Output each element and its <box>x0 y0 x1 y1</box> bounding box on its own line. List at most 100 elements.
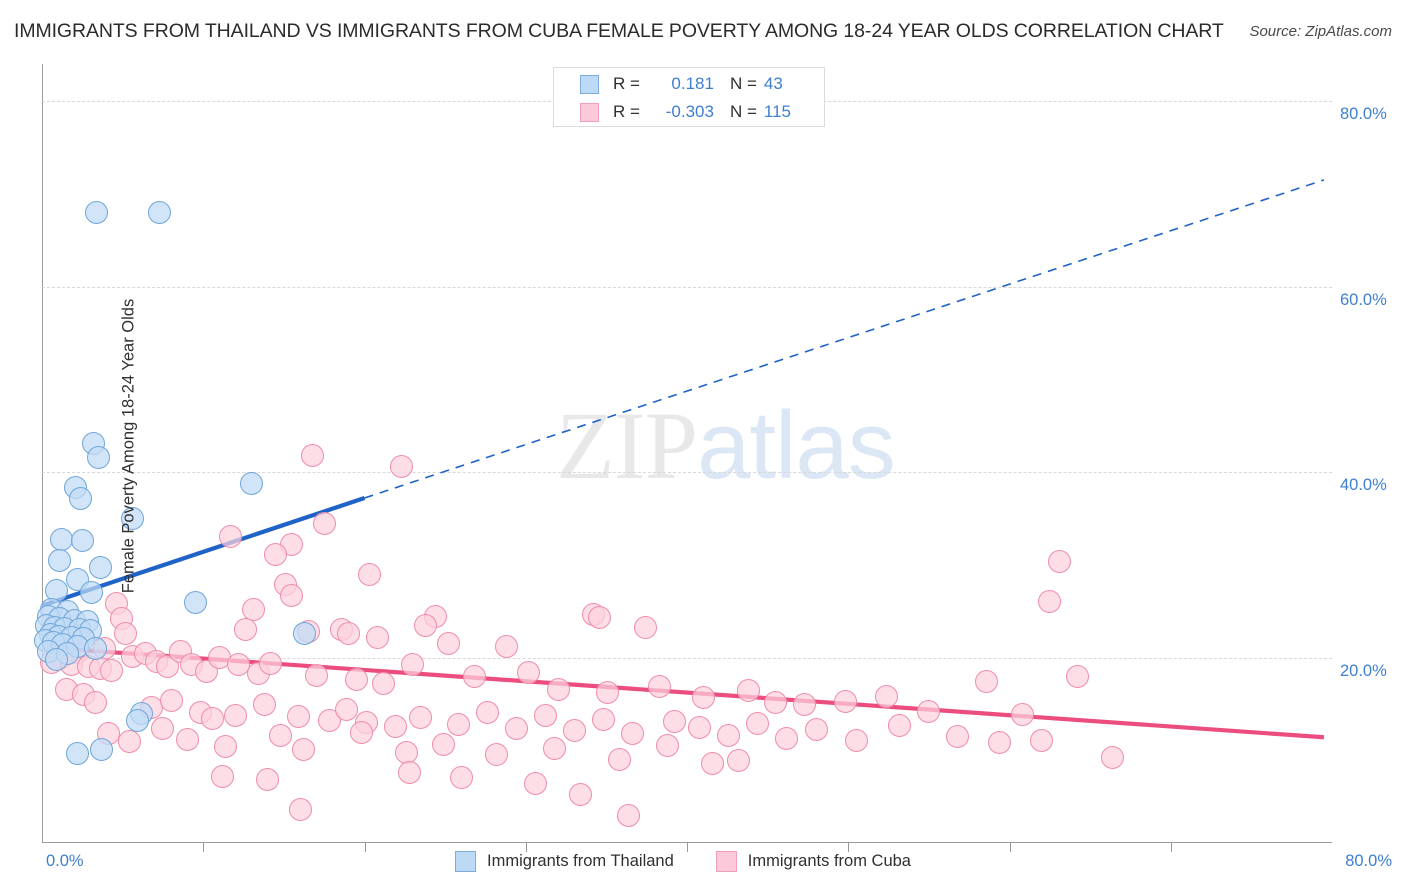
data-point-cuba[interactable] <box>372 671 396 695</box>
data-point-cuba[interactable] <box>656 734 680 758</box>
data-point-thailand[interactable] <box>83 636 107 660</box>
data-point-cuba[interactable] <box>409 706 433 730</box>
data-point-cuba[interactable] <box>543 736 567 760</box>
data-point-cuba[interactable] <box>475 700 499 724</box>
data-point-cuba[interactable] <box>301 443 325 467</box>
data-point-cuba[interactable] <box>449 765 473 789</box>
data-point-cuba[interactable] <box>317 709 341 733</box>
data-point-cuba[interactable] <box>175 727 199 751</box>
data-point-cuba[interactable] <box>988 731 1012 755</box>
data-point-thailand[interactable] <box>90 737 114 761</box>
data-point-cuba[interactable] <box>446 712 470 736</box>
data-point-cuba[interactable] <box>462 664 486 688</box>
data-point-thailand[interactable] <box>293 621 317 645</box>
data-point-cuba[interactable] <box>390 454 414 478</box>
data-point-thailand[interactable] <box>86 445 110 469</box>
legend-item-cuba[interactable]: Immigrants from Cuba <box>715 851 911 872</box>
data-point-cuba[interactable] <box>288 798 312 822</box>
data-point-cuba[interactable] <box>1047 549 1071 573</box>
data-point-cuba[interactable] <box>253 693 277 717</box>
data-point-cuba[interactable] <box>975 670 999 694</box>
data-point-cuba[interactable] <box>620 722 644 746</box>
data-point-cuba[interactable] <box>312 511 336 535</box>
data-point-cuba[interactable] <box>517 660 541 684</box>
data-point-cuba[interactable] <box>1010 702 1034 726</box>
data-point-cuba[interactable] <box>357 562 381 586</box>
data-point-cuba[interactable] <box>1101 746 1125 770</box>
data-point-cuba[interactable] <box>717 723 741 747</box>
data-point-cuba[interactable] <box>256 768 280 792</box>
data-point-cuba[interactable] <box>1038 590 1062 614</box>
data-point-cuba[interactable] <box>775 726 799 750</box>
data-point-cuba[interactable] <box>764 691 788 715</box>
data-point-cuba[interactable] <box>1065 665 1089 689</box>
data-point-thailand[interactable] <box>45 647 68 671</box>
data-point-cuba[interactable] <box>401 652 425 676</box>
data-point-cuba[interactable] <box>394 740 418 764</box>
data-point-thailand[interactable] <box>148 200 172 224</box>
data-point-thailand[interactable] <box>240 471 264 495</box>
data-point-cuba[interactable] <box>211 764 235 788</box>
data-point-cuba[interactable] <box>727 748 751 772</box>
data-point-cuba[interactable] <box>648 674 672 698</box>
data-point-cuba[interactable] <box>219 525 243 549</box>
data-point-cuba[interactable] <box>691 685 715 709</box>
data-point-cuba[interactable] <box>335 697 359 721</box>
data-point-cuba[interactable] <box>523 772 547 796</box>
data-point-thailand[interactable] <box>49 528 73 552</box>
data-point-cuba[interactable] <box>688 715 712 739</box>
data-point-cuba[interactable] <box>569 783 593 807</box>
data-point-cuba[interactable] <box>398 761 422 785</box>
data-point-cuba[interactable] <box>562 719 586 743</box>
data-point-cuba[interactable] <box>336 621 360 645</box>
data-point-cuba[interactable] <box>546 677 570 701</box>
data-point-cuba[interactable] <box>596 681 620 705</box>
data-point-cuba[interactable] <box>946 724 970 748</box>
data-point-cuba[interactable] <box>280 583 304 607</box>
data-point-thailand[interactable] <box>183 591 207 615</box>
data-point-cuba[interactable] <box>662 710 686 733</box>
data-point-cuba[interactable] <box>264 543 288 567</box>
data-point-cuba[interactable] <box>383 714 407 738</box>
data-point-cuba[interactable] <box>201 707 225 731</box>
data-point-thailand[interactable] <box>65 742 89 766</box>
data-point-thailand[interactable] <box>70 529 94 553</box>
data-point-cuba[interactable] <box>917 699 941 723</box>
data-point-cuba[interactable] <box>224 703 247 727</box>
data-point-thailand[interactable] <box>120 506 144 530</box>
data-point-thailand[interactable] <box>88 556 112 580</box>
data-point-cuba[interactable] <box>494 634 518 658</box>
data-point-thailand[interactable] <box>69 487 93 511</box>
data-point-cuba[interactable] <box>83 690 107 714</box>
data-point-cuba[interactable] <box>269 723 293 747</box>
data-point-cuba[interactable] <box>436 632 460 656</box>
data-point-cuba[interactable] <box>114 621 138 645</box>
data-point-cuba[interactable] <box>736 679 760 703</box>
legend-item-thailand[interactable]: Immigrants from Thailand <box>455 851 674 872</box>
data-point-cuba[interactable] <box>804 718 828 742</box>
data-point-cuba[interactable] <box>349 721 373 745</box>
data-point-cuba[interactable] <box>432 733 455 757</box>
data-point-cuba[interactable] <box>833 689 857 713</box>
data-point-cuba[interactable] <box>746 711 770 735</box>
data-point-cuba[interactable] <box>344 668 368 692</box>
data-point-cuba[interactable] <box>259 651 283 675</box>
data-point-cuba[interactable] <box>365 625 389 649</box>
data-point-cuba[interactable] <box>304 663 328 687</box>
data-point-cuba[interactable] <box>844 729 868 753</box>
data-point-cuba[interactable] <box>117 730 141 754</box>
data-point-cuba[interactable] <box>888 713 912 737</box>
data-point-thailand[interactable] <box>85 200 109 224</box>
data-point-cuba[interactable] <box>291 737 315 761</box>
data-point-cuba[interactable] <box>793 693 817 717</box>
data-point-cuba[interactable] <box>99 659 123 682</box>
data-point-cuba[interactable] <box>588 606 612 630</box>
data-point-cuba[interactable] <box>701 751 725 775</box>
data-point-cuba[interactable] <box>875 684 899 708</box>
data-point-cuba[interactable] <box>485 743 509 767</box>
data-point-cuba[interactable] <box>233 618 257 642</box>
data-point-cuba[interactable] <box>286 705 310 729</box>
data-point-thailand[interactable] <box>125 709 149 733</box>
data-point-cuba[interactable] <box>504 717 528 741</box>
data-point-cuba[interactable] <box>533 704 557 728</box>
